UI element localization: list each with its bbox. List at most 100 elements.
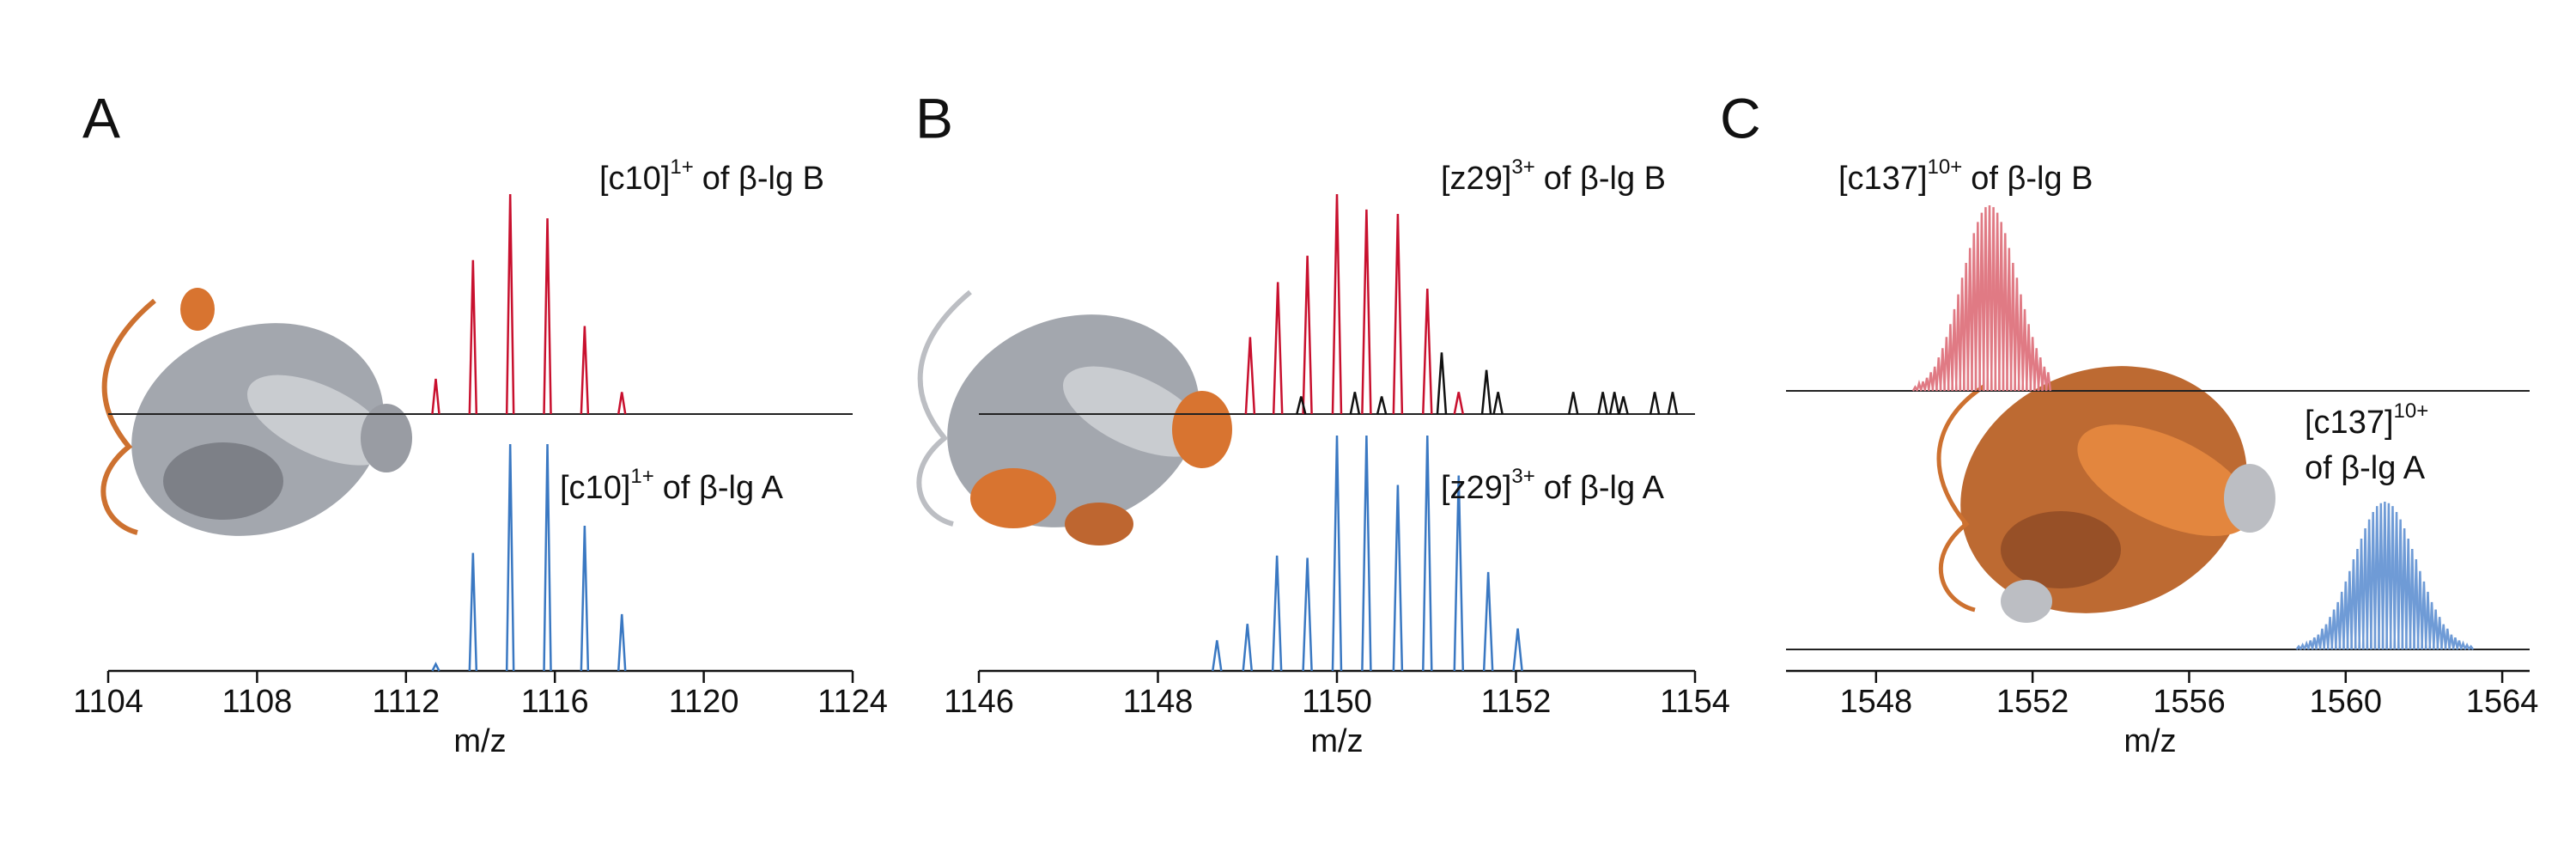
series-label: [c137]10+ of β-lg B <box>1838 155 2093 197</box>
ion-name: [c137] <box>2305 405 2394 441</box>
peak <box>1376 396 1388 415</box>
x-tick-label: 1556 <box>2153 684 2226 720</box>
series-label-text: of β-lg B <box>702 161 824 197</box>
charge-state: 10+ <box>2394 399 2429 423</box>
peak <box>2037 357 2044 392</box>
x-tick-label: 1152 <box>1481 684 1552 720</box>
peak <box>1482 571 1494 672</box>
peak <box>1392 214 1404 415</box>
ion-name: [c10] <box>599 161 670 197</box>
x-tick-label: 1112 <box>372 684 440 720</box>
x-tick-label: 1552 <box>1996 684 2069 720</box>
peak <box>2464 642 2470 650</box>
peak <box>2404 538 2412 650</box>
series-label: [c137]10+ of β-lg A <box>2305 399 2428 486</box>
peak <box>1361 435 1372 672</box>
peak <box>1608 392 1620 415</box>
protein-structure-c <box>1936 366 2275 623</box>
peak <box>1242 624 1253 672</box>
peak <box>617 392 627 415</box>
peak <box>1271 555 1283 672</box>
peak <box>580 526 590 672</box>
peak <box>580 326 590 415</box>
peak <box>1480 369 1492 415</box>
peak <box>1597 392 1608 415</box>
series-label-text: of β-lg B <box>1971 161 2093 197</box>
ion-name: [c137] <box>1838 161 1928 197</box>
peak <box>505 443 515 672</box>
peak <box>1667 392 1679 415</box>
peak <box>1453 475 1465 672</box>
peak <box>1422 435 1433 672</box>
charge-state: 10+ <box>1928 155 1963 179</box>
peak <box>1422 289 1433 415</box>
peak <box>2393 512 2400 650</box>
peak <box>2456 640 2463 650</box>
peak <box>1649 392 1661 415</box>
peak <box>1302 255 1313 415</box>
x-tick-label: 1148 <box>1123 684 1194 720</box>
peak <box>2006 247 2013 392</box>
x-tick-label: 1108 <box>222 684 293 720</box>
series-label-text: of β-lg A <box>1544 470 1665 506</box>
peak <box>505 193 515 415</box>
x-tick-label: 1154 <box>1660 684 1730 720</box>
peak <box>1492 392 1504 415</box>
peak <box>2009 262 2017 392</box>
peak <box>2436 617 2443 650</box>
peak <box>1392 484 1404 672</box>
peak <box>2032 348 2040 392</box>
series-label-text: of β-lg B <box>1544 161 1666 197</box>
peak <box>1331 435 1343 672</box>
series-label: [z29]3+ of β-lg A <box>1441 465 1665 506</box>
peak <box>2002 233 2008 392</box>
peak <box>2432 609 2439 650</box>
peak <box>2459 640 2467 650</box>
peak <box>2424 591 2432 650</box>
charge-state: 3+ <box>1511 155 1534 179</box>
peak <box>617 613 627 672</box>
peak <box>1512 628 1523 672</box>
charge-state: 1+ <box>670 155 693 179</box>
series-label-text: of β-lg A <box>663 470 784 506</box>
peak <box>2397 519 2404 650</box>
peak <box>1302 558 1313 672</box>
x-tick-label: 1560 <box>2310 684 2383 720</box>
peak <box>1997 222 2005 392</box>
protein-structure-a <box>100 288 412 536</box>
peak <box>2401 527 2408 650</box>
peak <box>468 259 478 415</box>
peak <box>543 218 552 415</box>
peak <box>2444 628 2451 650</box>
panel-letter: B <box>915 86 953 149</box>
peak <box>2428 601 2435 650</box>
peak <box>2017 294 2025 392</box>
peak <box>1567 392 1579 415</box>
peak <box>1244 337 1256 415</box>
peak <box>2416 570 2424 650</box>
peak <box>1349 392 1361 415</box>
peak <box>1212 640 1223 672</box>
peak <box>1453 392 1465 415</box>
peak <box>431 661 440 672</box>
peak <box>1436 352 1448 415</box>
peak <box>2389 506 2397 650</box>
peak <box>2468 644 2475 650</box>
peak <box>2413 559 2420 650</box>
ion-name: [z29] <box>1441 470 1511 506</box>
peak <box>1272 282 1284 415</box>
peak <box>2041 366 2048 392</box>
panel-letter: C <box>1720 86 1761 149</box>
protein-structure-b <box>916 289 1232 545</box>
charge-state: 3+ <box>1511 465 1534 488</box>
peak <box>1994 212 2001 392</box>
series-label: [c10]1+ of β-lg A <box>560 465 784 506</box>
charge-state: 1+ <box>630 465 653 488</box>
peak <box>468 552 478 672</box>
x-tick-label: 1564 <box>2466 684 2539 720</box>
x-tick-label: 1146 <box>944 684 1014 720</box>
peak <box>543 443 552 672</box>
peak <box>1331 193 1343 415</box>
x-tick-label: 1124 <box>817 684 888 720</box>
series-label-text: of β-lg A <box>2305 450 2426 486</box>
